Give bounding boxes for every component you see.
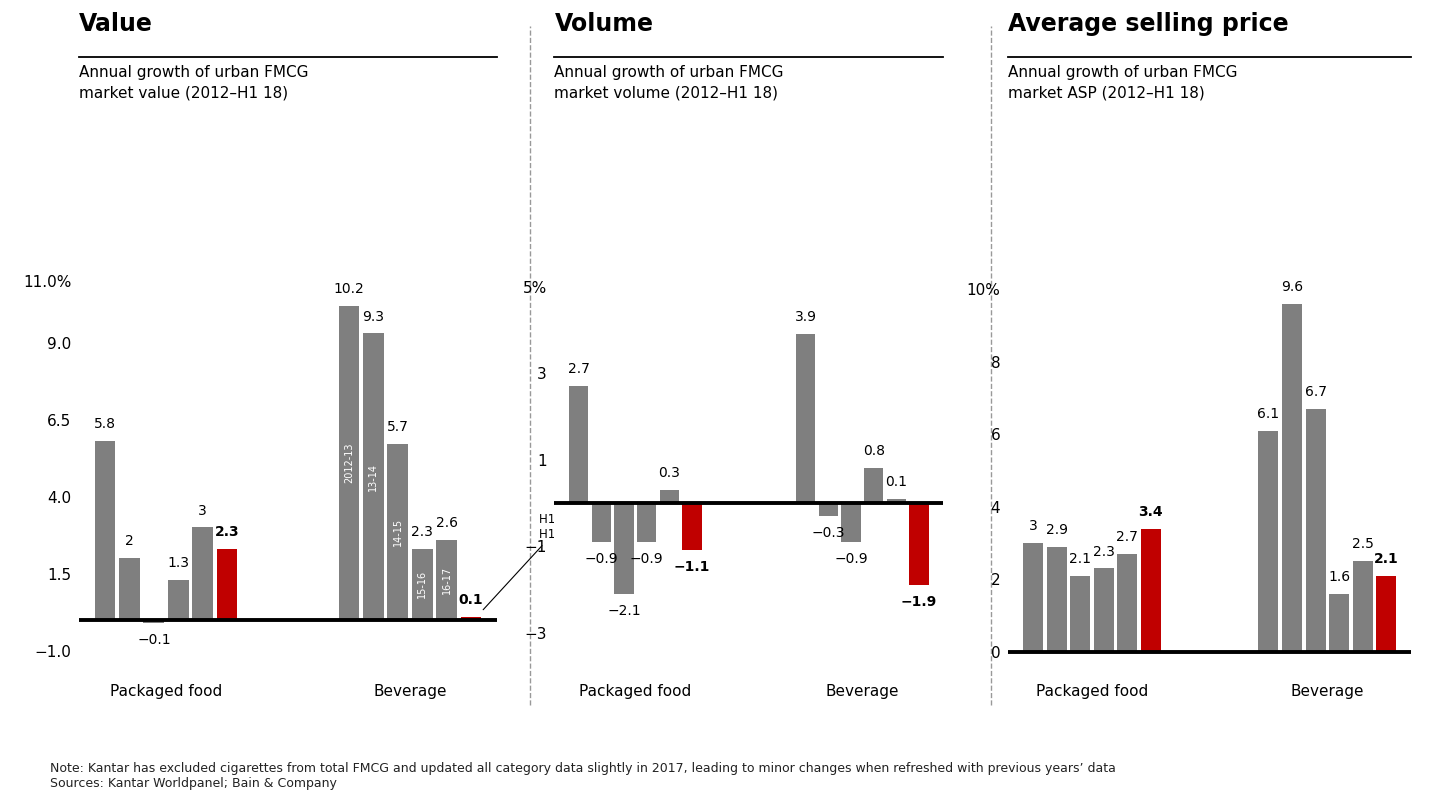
Bar	[1093, 569, 1113, 652]
Text: 1.3: 1.3	[167, 556, 189, 570]
Bar	[864, 468, 883, 503]
Bar	[95, 441, 115, 620]
Text: 3: 3	[199, 504, 207, 518]
Text: 5.8: 5.8	[94, 417, 117, 431]
Bar	[1282, 304, 1302, 652]
Bar	[412, 549, 432, 620]
Text: −1.1: −1.1	[674, 561, 710, 574]
Text: Packaged food: Packaged food	[1035, 684, 1148, 700]
Bar	[683, 503, 701, 551]
Text: 6.7: 6.7	[1305, 385, 1326, 399]
Bar	[1259, 431, 1279, 652]
Text: 2.5: 2.5	[1352, 537, 1374, 552]
Bar	[1140, 529, 1161, 652]
Text: 9.3: 9.3	[363, 309, 384, 323]
Text: 15-16: 15-16	[418, 570, 428, 599]
Bar	[1377, 576, 1397, 652]
Text: 2: 2	[125, 535, 134, 548]
Bar	[818, 503, 838, 516]
Text: H1 17–
H1 18: H1 17– H1 18	[484, 513, 580, 610]
Text: 1.6: 1.6	[1328, 570, 1351, 584]
Bar	[1329, 594, 1349, 652]
Text: 0.8: 0.8	[863, 445, 884, 458]
Text: −0.1: −0.1	[137, 633, 171, 646]
Text: 5.7: 5.7	[387, 420, 409, 434]
Text: −0.9: −0.9	[629, 552, 664, 565]
Bar	[1047, 547, 1067, 652]
Text: Beverage: Beverage	[825, 684, 899, 700]
Bar	[216, 549, 238, 620]
Text: 2.3: 2.3	[412, 525, 433, 539]
Bar	[1352, 561, 1372, 652]
Text: 0.3: 0.3	[658, 466, 680, 480]
Text: 2.9: 2.9	[1045, 522, 1067, 537]
Text: 2012-13: 2012-13	[344, 442, 354, 483]
Text: Average selling price: Average selling price	[1008, 12, 1289, 36]
Text: 2.3: 2.3	[1093, 544, 1115, 559]
Text: 6.1: 6.1	[1257, 407, 1280, 420]
Text: Note: Kantar has excluded cigarettes from total FMCG and updated all category da: Note: Kantar has excluded cigarettes fro…	[50, 761, 1116, 790]
Text: −0.9: −0.9	[834, 552, 868, 565]
Text: Annual growth of urban FMCG
market ASP (2012–H1 18): Annual growth of urban FMCG market ASP (…	[1008, 65, 1237, 100]
Bar	[569, 386, 588, 503]
Text: Beverage: Beverage	[1290, 684, 1364, 700]
Bar	[615, 503, 634, 594]
Bar	[660, 490, 680, 503]
Bar	[461, 616, 481, 620]
Text: −0.3: −0.3	[812, 526, 845, 539]
Text: 3: 3	[1028, 519, 1037, 533]
Bar	[592, 503, 611, 542]
Bar	[796, 335, 815, 503]
Bar	[1070, 576, 1090, 652]
Text: 16-17: 16-17	[442, 565, 452, 594]
Text: 2.7: 2.7	[1116, 530, 1138, 544]
Bar	[387, 444, 408, 620]
Text: 2.3: 2.3	[215, 525, 239, 539]
Text: −0.9: −0.9	[585, 552, 618, 565]
Bar	[887, 499, 906, 503]
Bar	[910, 503, 929, 585]
Bar	[120, 558, 140, 620]
Text: Volume: Volume	[554, 12, 654, 36]
Bar	[144, 620, 164, 623]
Text: 10.2: 10.2	[334, 282, 364, 296]
Text: 2.6: 2.6	[435, 516, 458, 530]
Bar	[436, 539, 456, 620]
Text: 0.1: 0.1	[886, 475, 907, 488]
Text: Value: Value	[79, 12, 153, 36]
Bar	[338, 305, 360, 620]
Bar	[168, 580, 189, 620]
Text: 0.1: 0.1	[458, 593, 484, 607]
Text: Beverage: Beverage	[373, 684, 446, 700]
Text: Packaged food: Packaged food	[109, 684, 222, 700]
Text: Annual growth of urban FMCG
market value (2012–H1 18): Annual growth of urban FMCG market value…	[79, 65, 308, 100]
Bar	[193, 527, 213, 620]
Text: −1.9: −1.9	[901, 595, 937, 609]
Text: 2.7: 2.7	[567, 362, 589, 377]
Bar	[841, 503, 861, 542]
Text: 9.6: 9.6	[1282, 280, 1303, 294]
Text: −2.1: −2.1	[608, 603, 641, 617]
Text: Annual growth of urban FMCG
market volume (2012–H1 18): Annual growth of urban FMCG market volum…	[554, 65, 783, 100]
Text: 13-14: 13-14	[369, 463, 379, 491]
Text: 2.1: 2.1	[1374, 552, 1398, 566]
Bar	[1306, 409, 1326, 652]
Text: 3.4: 3.4	[1139, 505, 1164, 518]
Bar	[1117, 554, 1138, 652]
Text: 14-15: 14-15	[393, 518, 403, 546]
Text: 2.1: 2.1	[1068, 552, 1092, 566]
Bar	[1022, 543, 1043, 652]
Text: Packaged food: Packaged food	[579, 684, 691, 700]
Bar	[363, 334, 383, 620]
Text: 3.9: 3.9	[795, 310, 816, 325]
Bar	[636, 503, 657, 542]
